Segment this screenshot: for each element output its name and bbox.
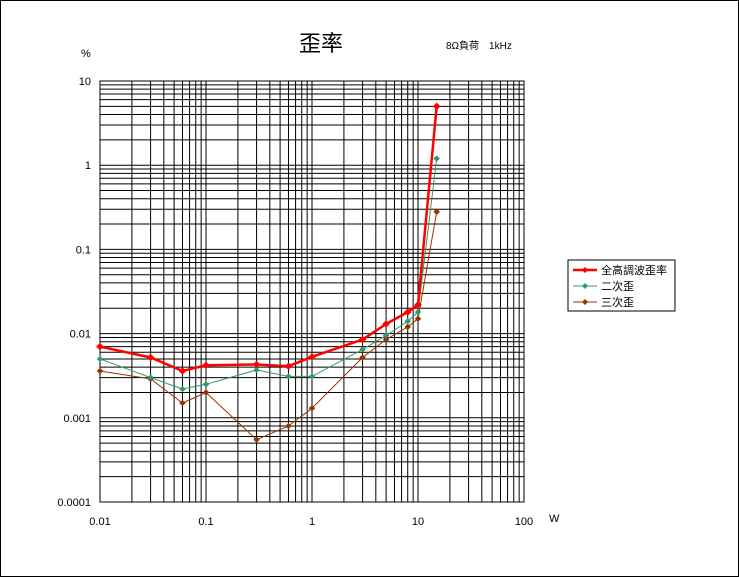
y-tick-label: 0.1 [76, 244, 91, 256]
data-point [146, 353, 155, 362]
x-tick-label: 100 [515, 516, 533, 528]
data-point [284, 362, 293, 371]
data-point [432, 102, 441, 111]
data-point [414, 315, 422, 323]
x-axis-unit: W [549, 513, 560, 525]
y-tick-label: 0.001 [63, 413, 91, 425]
data-point [308, 404, 316, 412]
y-tick-label: 0.0001 [57, 497, 91, 509]
data-point [253, 366, 260, 374]
data-point [147, 374, 154, 381]
data-point [403, 308, 412, 316]
data-point [96, 367, 104, 375]
data-point [358, 335, 367, 344]
x-tick-labels: 0.01 0.1 1 10 100 [89, 516, 533, 528]
data-point [414, 300, 422, 309]
data-point [285, 373, 292, 380]
data-point [414, 308, 422, 316]
data-point [359, 354, 366, 361]
data-point [285, 422, 292, 430]
x-tick-label: 0.1 [198, 516, 213, 528]
legend-swatch-marker [582, 299, 588, 305]
data-point [308, 373, 316, 380]
chart-title: 歪率 [299, 31, 343, 56]
y-axis-unit: % [81, 48, 91, 60]
legend-entry-label: 全高調波歪率 [601, 263, 667, 277]
y-tick-label: 0.01 [70, 329, 91, 341]
data-point [433, 155, 441, 162]
data-point [179, 385, 186, 393]
x-tick-label: 10 [412, 516, 424, 528]
data-point [382, 320, 390, 328]
data-point [308, 352, 316, 361]
data-point [202, 389, 210, 396]
plot-area [99, 80, 525, 503]
legend-entry-label: 三次歪 [601, 295, 634, 309]
chart-subtitle: 8Ω負荷 1kHz [446, 40, 512, 52]
data-point [404, 317, 412, 325]
legend-swatch-marker [582, 267, 588, 273]
y-tick-label: 10 [79, 76, 91, 88]
data-point [202, 380, 210, 388]
data-point [179, 399, 186, 407]
data-point [404, 323, 412, 331]
data-point [382, 336, 390, 343]
data-point [382, 332, 390, 339]
data-point [252, 360, 261, 369]
x-tick-label: 0.01 [89, 516, 110, 528]
legend-swatch-marker [582, 283, 588, 289]
y-tick-label: 1 [85, 160, 91, 172]
data-point [202, 361, 210, 370]
data-point [433, 208, 441, 216]
y-tick-labels: 10 1 0.1 0.01 0.001 0.0001 [57, 76, 91, 509]
data-point [96, 342, 104, 351]
legend-entry-label: 二次歪 [601, 279, 634, 293]
x-tick-label: 1 [309, 516, 315, 528]
data-point [253, 436, 260, 444]
data-point [359, 345, 366, 353]
series-group [96, 102, 441, 444]
grid [99, 81, 524, 503]
data-point [178, 367, 187, 375]
data-point [96, 355, 104, 363]
